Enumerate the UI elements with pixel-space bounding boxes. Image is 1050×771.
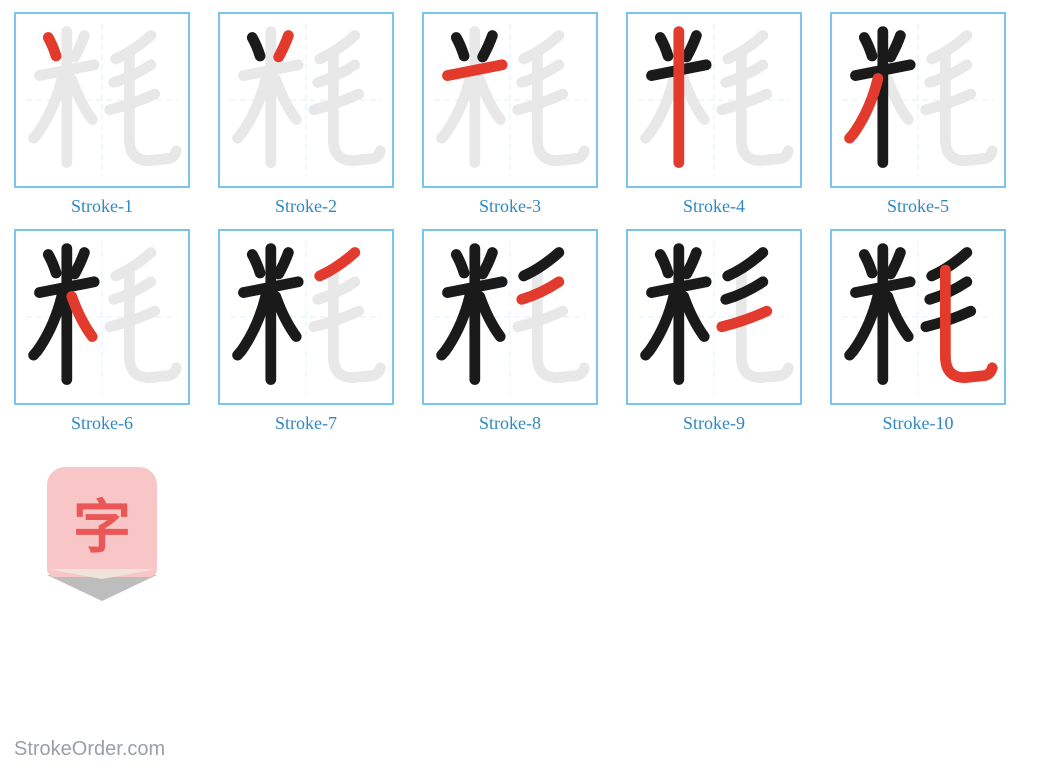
caption-1: Stroke-1 — [71, 196, 133, 217]
stroke-6 — [888, 79, 909, 119]
stroke-7 — [320, 253, 355, 276]
stroke-1 — [252, 37, 260, 56]
stroke-diagram — [424, 231, 596, 403]
stroke-5 — [646, 296, 674, 356]
caption-8: Stroke-8 — [479, 413, 541, 434]
stroke-2 — [687, 36, 697, 58]
stroke-2 — [891, 36, 901, 58]
stroke-5 — [850, 296, 878, 356]
stroke-2 — [279, 36, 289, 58]
caption-4: Stroke-4 — [683, 196, 745, 217]
stroke-2 — [483, 253, 493, 275]
row-2: Stroke-6 Stroke-7 Stroke-8 Stroke-9 Stro… — [14, 229, 1036, 434]
logo-body: 字 — [47, 467, 157, 577]
caption-2: Stroke-2 — [275, 196, 337, 217]
caption-3: Stroke-3 — [479, 196, 541, 217]
stroke-6 — [72, 296, 93, 336]
row-1: Stroke-1 Stroke-2 Stroke-3 Stroke-4 Stro… — [14, 12, 1036, 217]
stroke-2 — [279, 253, 289, 275]
stroke-2 — [483, 36, 493, 58]
stroke-6 — [276, 296, 297, 336]
tile-4 — [626, 12, 802, 188]
stroke-6 — [684, 79, 705, 119]
stroke-2 — [75, 253, 85, 275]
stroke-1 — [48, 254, 56, 273]
stroke-1 — [48, 37, 56, 56]
stroke-6 — [480, 79, 501, 119]
stroke-diagram — [628, 231, 800, 403]
cell-1: Stroke-1 — [14, 12, 190, 217]
stroke-6 — [888, 296, 909, 336]
stroke-diagram — [220, 14, 392, 186]
watermark: StrokeOrder.com — [14, 738, 165, 761]
stroke-diagram — [832, 231, 1004, 403]
stroke-6 — [480, 296, 501, 336]
cell-7: Stroke-7 — [218, 229, 394, 434]
caption-10: Stroke-10 — [883, 413, 954, 434]
cell-10: Stroke-10 — [830, 229, 1006, 434]
row-3: 字 — [14, 446, 1036, 622]
stroke-diagram — [628, 14, 800, 186]
cell-5: Stroke-5 — [830, 12, 1006, 217]
stroke-7 — [524, 253, 559, 276]
tile-3 — [422, 12, 598, 188]
stroke-5 — [238, 79, 266, 139]
stroke-1 — [660, 37, 668, 56]
stroke-5 — [850, 79, 878, 139]
caption-7: Stroke-7 — [275, 413, 337, 434]
logo-tip-inner — [47, 569, 157, 579]
stroke-5 — [238, 296, 266, 356]
caption-9: Stroke-9 — [683, 413, 745, 434]
stroke-3 — [447, 65, 502, 76]
stroke-1 — [456, 254, 464, 273]
tile-1 — [14, 12, 190, 188]
stroke-5 — [646, 79, 674, 139]
stroke-5 — [34, 296, 62, 356]
cell-2: Stroke-2 — [218, 12, 394, 217]
caption-5: Stroke-5 — [887, 196, 949, 217]
logo: 字 — [14, 446, 190, 622]
tile-7 — [218, 229, 394, 405]
stroke-1 — [864, 37, 872, 56]
caption-6: Stroke-6 — [71, 413, 133, 434]
stroke-1 — [660, 254, 668, 273]
stroke-5 — [442, 296, 470, 356]
tile-10 — [830, 229, 1006, 405]
cell-8: Stroke-8 — [422, 229, 598, 434]
stroke-2 — [687, 253, 697, 275]
tile-5 — [830, 12, 1006, 188]
stroke-5 — [34, 79, 62, 139]
stroke-1 — [252, 254, 260, 273]
stroke-2 — [75, 36, 85, 58]
stroke-diagram — [424, 14, 596, 186]
stroke-diagram — [16, 14, 188, 186]
logo-char: 字 — [73, 480, 131, 564]
tile-8 — [422, 229, 598, 405]
cell-4: Stroke-4 — [626, 12, 802, 217]
cell-6: Stroke-6 — [14, 229, 190, 434]
tile-6 — [14, 229, 190, 405]
stroke-6 — [276, 79, 297, 119]
cell-9: Stroke-9 — [626, 229, 802, 434]
stroke-6 — [684, 296, 705, 336]
stroke-6 — [72, 79, 93, 119]
tile-2 — [218, 12, 394, 188]
cell-3: Stroke-3 — [422, 12, 598, 217]
tile-9 — [626, 229, 802, 405]
stroke-1 — [456, 37, 464, 56]
stroke-1 — [864, 254, 872, 273]
stroke-2 — [891, 253, 901, 275]
stroke-5 — [442, 79, 470, 139]
stroke-diagram — [220, 231, 392, 403]
stroke-diagram — [16, 231, 188, 403]
cell-logo: 字 — [14, 446, 190, 622]
stroke-diagram — [832, 14, 1004, 186]
stroke-7 — [728, 253, 763, 276]
